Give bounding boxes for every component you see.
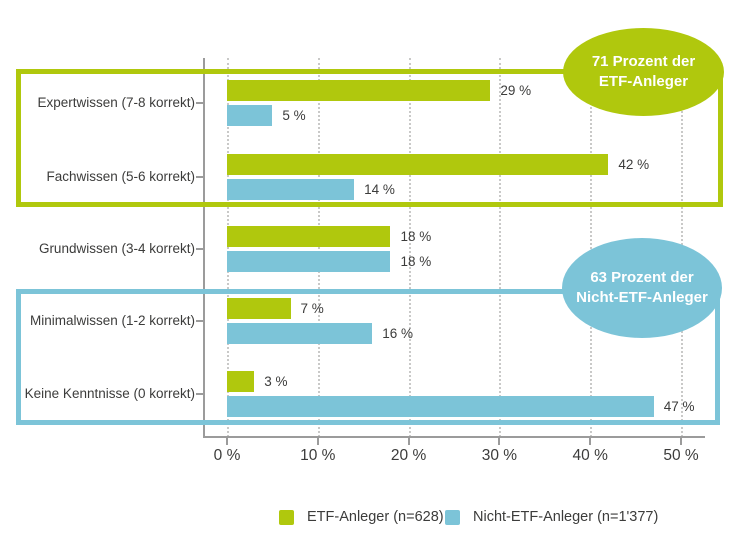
value-label: 42 % xyxy=(618,156,650,172)
legend-swatch-etf-anleger xyxy=(279,510,294,525)
value-label: 5 % xyxy=(282,108,306,123)
category-tick xyxy=(196,175,204,178)
annotation-etf-line1: 71 Prozent der xyxy=(591,53,696,71)
value-label: 3 % xyxy=(264,373,288,389)
legend-swatch-nicht-etf-anleger xyxy=(445,510,460,525)
x-tick-label-10: 10 % xyxy=(300,447,336,464)
gridline-30-percent xyxy=(499,58,502,437)
x-axis-line xyxy=(203,436,705,438)
category-label: Minimalwissen (1-2 korrekt) xyxy=(29,313,195,328)
value-label: 7 % xyxy=(300,301,324,316)
bar-etf-anleger xyxy=(227,80,491,101)
bar-etf-anleger xyxy=(227,226,391,247)
x-tick-10 xyxy=(316,438,319,445)
x-tick-30 xyxy=(498,438,501,445)
category-tick xyxy=(196,320,204,322)
bar-etf-anleger xyxy=(227,298,291,319)
bar-etf-anleger xyxy=(227,153,609,175)
bar-nicht-etf-anleger xyxy=(227,105,273,126)
bar-nicht-etf-anleger xyxy=(227,251,391,272)
highlight-box-nicht-etf-anleger xyxy=(16,289,720,425)
x-tick-label-20: 20 % xyxy=(390,447,427,464)
bar-etf-anleger xyxy=(227,370,255,392)
x-tick-label-0: 0 % xyxy=(213,447,241,464)
value-label: 16 % xyxy=(382,326,414,341)
gridline-40-percent xyxy=(590,58,593,437)
category-tick xyxy=(196,102,204,104)
gridline-0-percent xyxy=(227,58,229,437)
category-tick xyxy=(196,248,204,250)
x-tick-label-50: 50 % xyxy=(663,447,699,464)
gridline-10-percent xyxy=(317,58,320,437)
y-axis-line xyxy=(203,58,205,438)
x-tick-40 xyxy=(589,438,592,445)
annotation-bubble-nicht-etf-anleger: 63 Prozent der Nicht-ETF-Anleger xyxy=(562,238,722,338)
x-tick-0 xyxy=(226,438,228,445)
value-label: 14 % xyxy=(364,181,395,197)
legend-label-etf-anleger: ETF-Anleger (n=628) xyxy=(307,509,444,525)
x-tick-50 xyxy=(680,438,682,445)
bar-nicht-etf-anleger xyxy=(227,178,355,200)
category-label: Keine Kenntnisse (0 korrekt) xyxy=(24,385,195,401)
x-tick-label-40: 40 % xyxy=(572,447,608,464)
legend-label-nicht-etf-anleger: Nicht-ETF-Anleger (n=1'377) xyxy=(473,509,659,525)
category-label: Fachwissen (5-6 korrekt) xyxy=(46,168,195,184)
x-tick-label-30: 30 % xyxy=(481,447,518,464)
value-label: 29 % xyxy=(500,83,532,98)
bar-nicht-etf-anleger xyxy=(227,323,373,344)
category-label: Grundwissen (3-4 korrekt) xyxy=(38,241,195,256)
gridline-20-percent xyxy=(408,58,411,437)
value-label: 18 % xyxy=(400,254,432,269)
annotation-bubble-etf-anleger: 71 Prozent der ETF-Anleger xyxy=(563,28,724,116)
x-tick-20 xyxy=(407,438,410,445)
highlight-box-etf-anleger xyxy=(16,69,723,207)
category-label: Expertwissen (7-8 korrekt) xyxy=(37,95,195,110)
value-label: 47 % xyxy=(663,398,695,414)
annotation-nicht-etf-line2: Nicht-ETF-Anleger xyxy=(576,289,708,306)
bar-nicht-etf-anleger xyxy=(227,395,654,417)
value-label: 18 % xyxy=(400,229,432,244)
annotation-etf-line2: ETF-Anleger xyxy=(598,73,689,90)
category-tick xyxy=(196,392,204,395)
annotation-nicht-etf-line1: 63 Prozent der xyxy=(590,269,694,287)
